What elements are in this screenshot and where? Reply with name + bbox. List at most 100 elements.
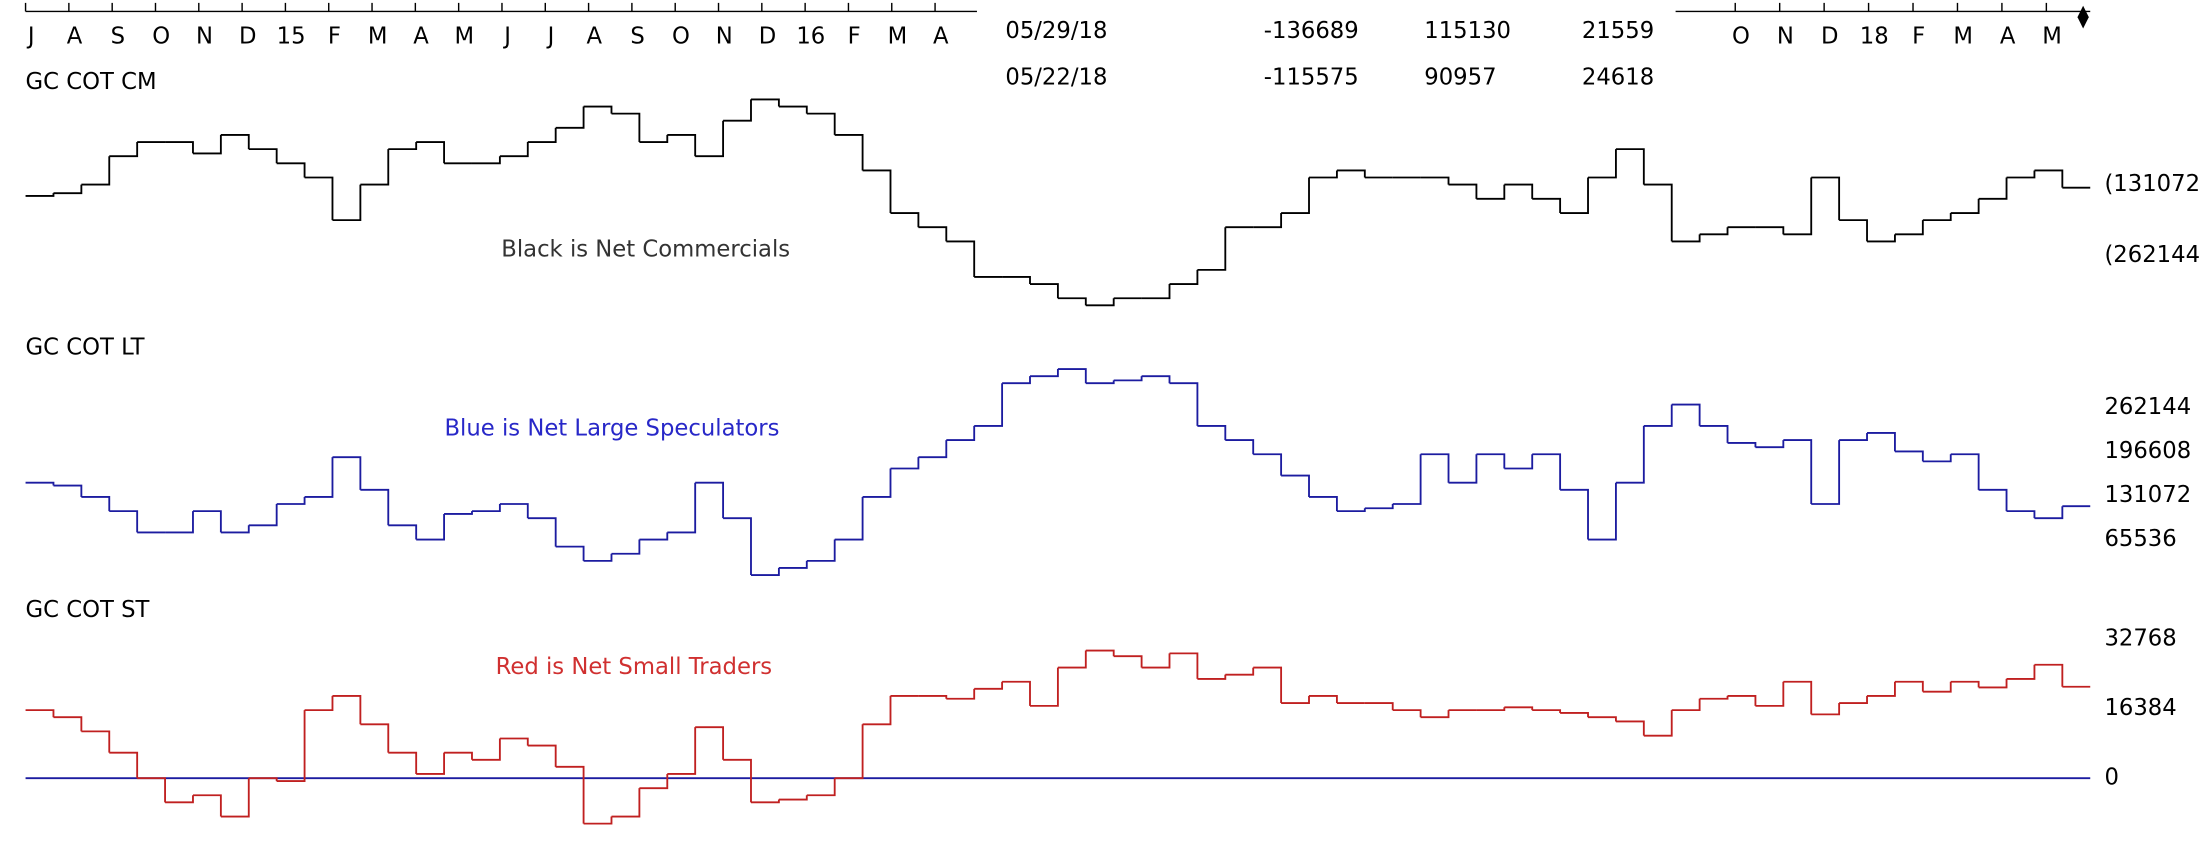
step-segment bbox=[81, 156, 111, 186]
step-segment bbox=[2034, 506, 2064, 520]
step-segment bbox=[890, 212, 920, 228]
table-cell: 24618 bbox=[1582, 65, 1654, 91]
step-segment bbox=[1532, 197, 1562, 214]
axis-month-label: N bbox=[196, 23, 213, 49]
step-segment bbox=[1057, 297, 1087, 306]
step-segment bbox=[304, 176, 334, 221]
step-segment bbox=[946, 425, 976, 441]
step-segment bbox=[81, 730, 111, 753]
step-segment bbox=[1476, 453, 1506, 469]
step-segment bbox=[918, 440, 948, 459]
axis-month-label: O bbox=[152, 23, 170, 49]
step-segment bbox=[1839, 432, 1868, 441]
step-segment bbox=[723, 99, 752, 122]
step-segment bbox=[1560, 488, 1589, 540]
step-segment bbox=[1002, 376, 1031, 385]
step-segment bbox=[220, 525, 250, 534]
step-segment bbox=[1643, 710, 1673, 737]
step-segment bbox=[1811, 703, 1841, 716]
table-cell: 05/29/18 bbox=[1005, 18, 1107, 44]
step-segment bbox=[527, 127, 557, 143]
step-segment bbox=[918, 226, 948, 242]
step-segment bbox=[1504, 706, 1534, 711]
step-segment bbox=[53, 484, 83, 497]
step-segment bbox=[639, 134, 669, 143]
table-cell: -115575 bbox=[1264, 65, 1359, 91]
step-segment bbox=[1364, 702, 1394, 711]
step-segment bbox=[1420, 710, 1450, 719]
step-segment bbox=[1978, 488, 2008, 512]
step-segment bbox=[1643, 183, 1673, 242]
step-segment bbox=[1922, 454, 1952, 463]
step-segment bbox=[583, 816, 613, 825]
step-segment bbox=[2006, 170, 2036, 179]
y-tick-label: 0 bbox=[2104, 765, 2118, 791]
step-segment bbox=[1197, 424, 1227, 441]
step-segment bbox=[555, 765, 585, 824]
step-segment bbox=[416, 141, 445, 164]
step-segment bbox=[109, 142, 139, 158]
step-segment bbox=[1309, 170, 1338, 179]
step-segment bbox=[890, 457, 920, 470]
step-segment bbox=[1588, 149, 1617, 179]
step-segment bbox=[248, 777, 278, 782]
step-segment bbox=[165, 511, 194, 534]
step-segment bbox=[1560, 177, 1589, 214]
step-segment bbox=[1588, 482, 1617, 541]
step-segment bbox=[639, 773, 669, 790]
step-segment bbox=[1057, 650, 1087, 669]
table-cell: 21559 bbox=[1582, 18, 1654, 44]
y-tick-label: 32768 bbox=[2104, 626, 2176, 652]
axis-month-label: 18 bbox=[1860, 23, 1889, 49]
step-segment bbox=[1615, 425, 1645, 484]
step-segment bbox=[1894, 220, 1924, 236]
step-segment bbox=[723, 517, 752, 576]
axis-month-label: S bbox=[111, 23, 125, 49]
step-segment bbox=[750, 567, 780, 576]
step-segment bbox=[778, 105, 808, 114]
step-segment bbox=[1141, 653, 1171, 669]
step-segment bbox=[1085, 298, 1115, 307]
step-segment bbox=[1225, 667, 1255, 676]
step-segment bbox=[1560, 712, 1589, 718]
step-segment bbox=[192, 794, 222, 817]
step-segment bbox=[1532, 709, 1562, 713]
axis-month-label: A bbox=[413, 23, 429, 49]
step-segment bbox=[1671, 698, 1701, 712]
step-segment bbox=[862, 169, 892, 214]
step-segment bbox=[2006, 664, 2036, 680]
axis-month-label: 16 bbox=[796, 23, 825, 49]
step-segment bbox=[1002, 276, 1031, 285]
step-segment bbox=[1169, 269, 1199, 285]
step-segment bbox=[1755, 681, 1785, 707]
axis-month-label: D bbox=[1821, 23, 1839, 49]
step-segment bbox=[1169, 382, 1199, 426]
step-segment bbox=[192, 510, 222, 533]
axis-month-label: O bbox=[672, 23, 690, 49]
step-segment bbox=[1197, 227, 1227, 271]
step-segment bbox=[750, 799, 780, 804]
step-segment bbox=[388, 142, 418, 151]
step-segment bbox=[444, 511, 473, 515]
step-segment bbox=[667, 133, 697, 157]
step-segment bbox=[25, 481, 55, 486]
step-segment bbox=[1336, 169, 1366, 178]
step-segment bbox=[1392, 454, 1422, 505]
step-segment bbox=[1002, 680, 1031, 706]
y-tick-label: 196608 bbox=[2104, 438, 2191, 464]
step-segment bbox=[192, 134, 222, 155]
step-segment bbox=[2034, 663, 2064, 687]
step-segment bbox=[974, 383, 1004, 427]
step-segment bbox=[834, 496, 864, 541]
step-segment bbox=[471, 504, 501, 513]
step-segment bbox=[1113, 376, 1143, 382]
step-segment bbox=[1671, 234, 1701, 243]
step-segment bbox=[1281, 177, 1310, 214]
step-segment bbox=[1532, 453, 1562, 490]
step-segment bbox=[1476, 707, 1506, 712]
y-tick-label: 262144 bbox=[2104, 394, 2191, 420]
axis-month-label: M bbox=[368, 23, 388, 49]
step-segment bbox=[499, 142, 529, 158]
step-segment bbox=[1950, 198, 1980, 214]
